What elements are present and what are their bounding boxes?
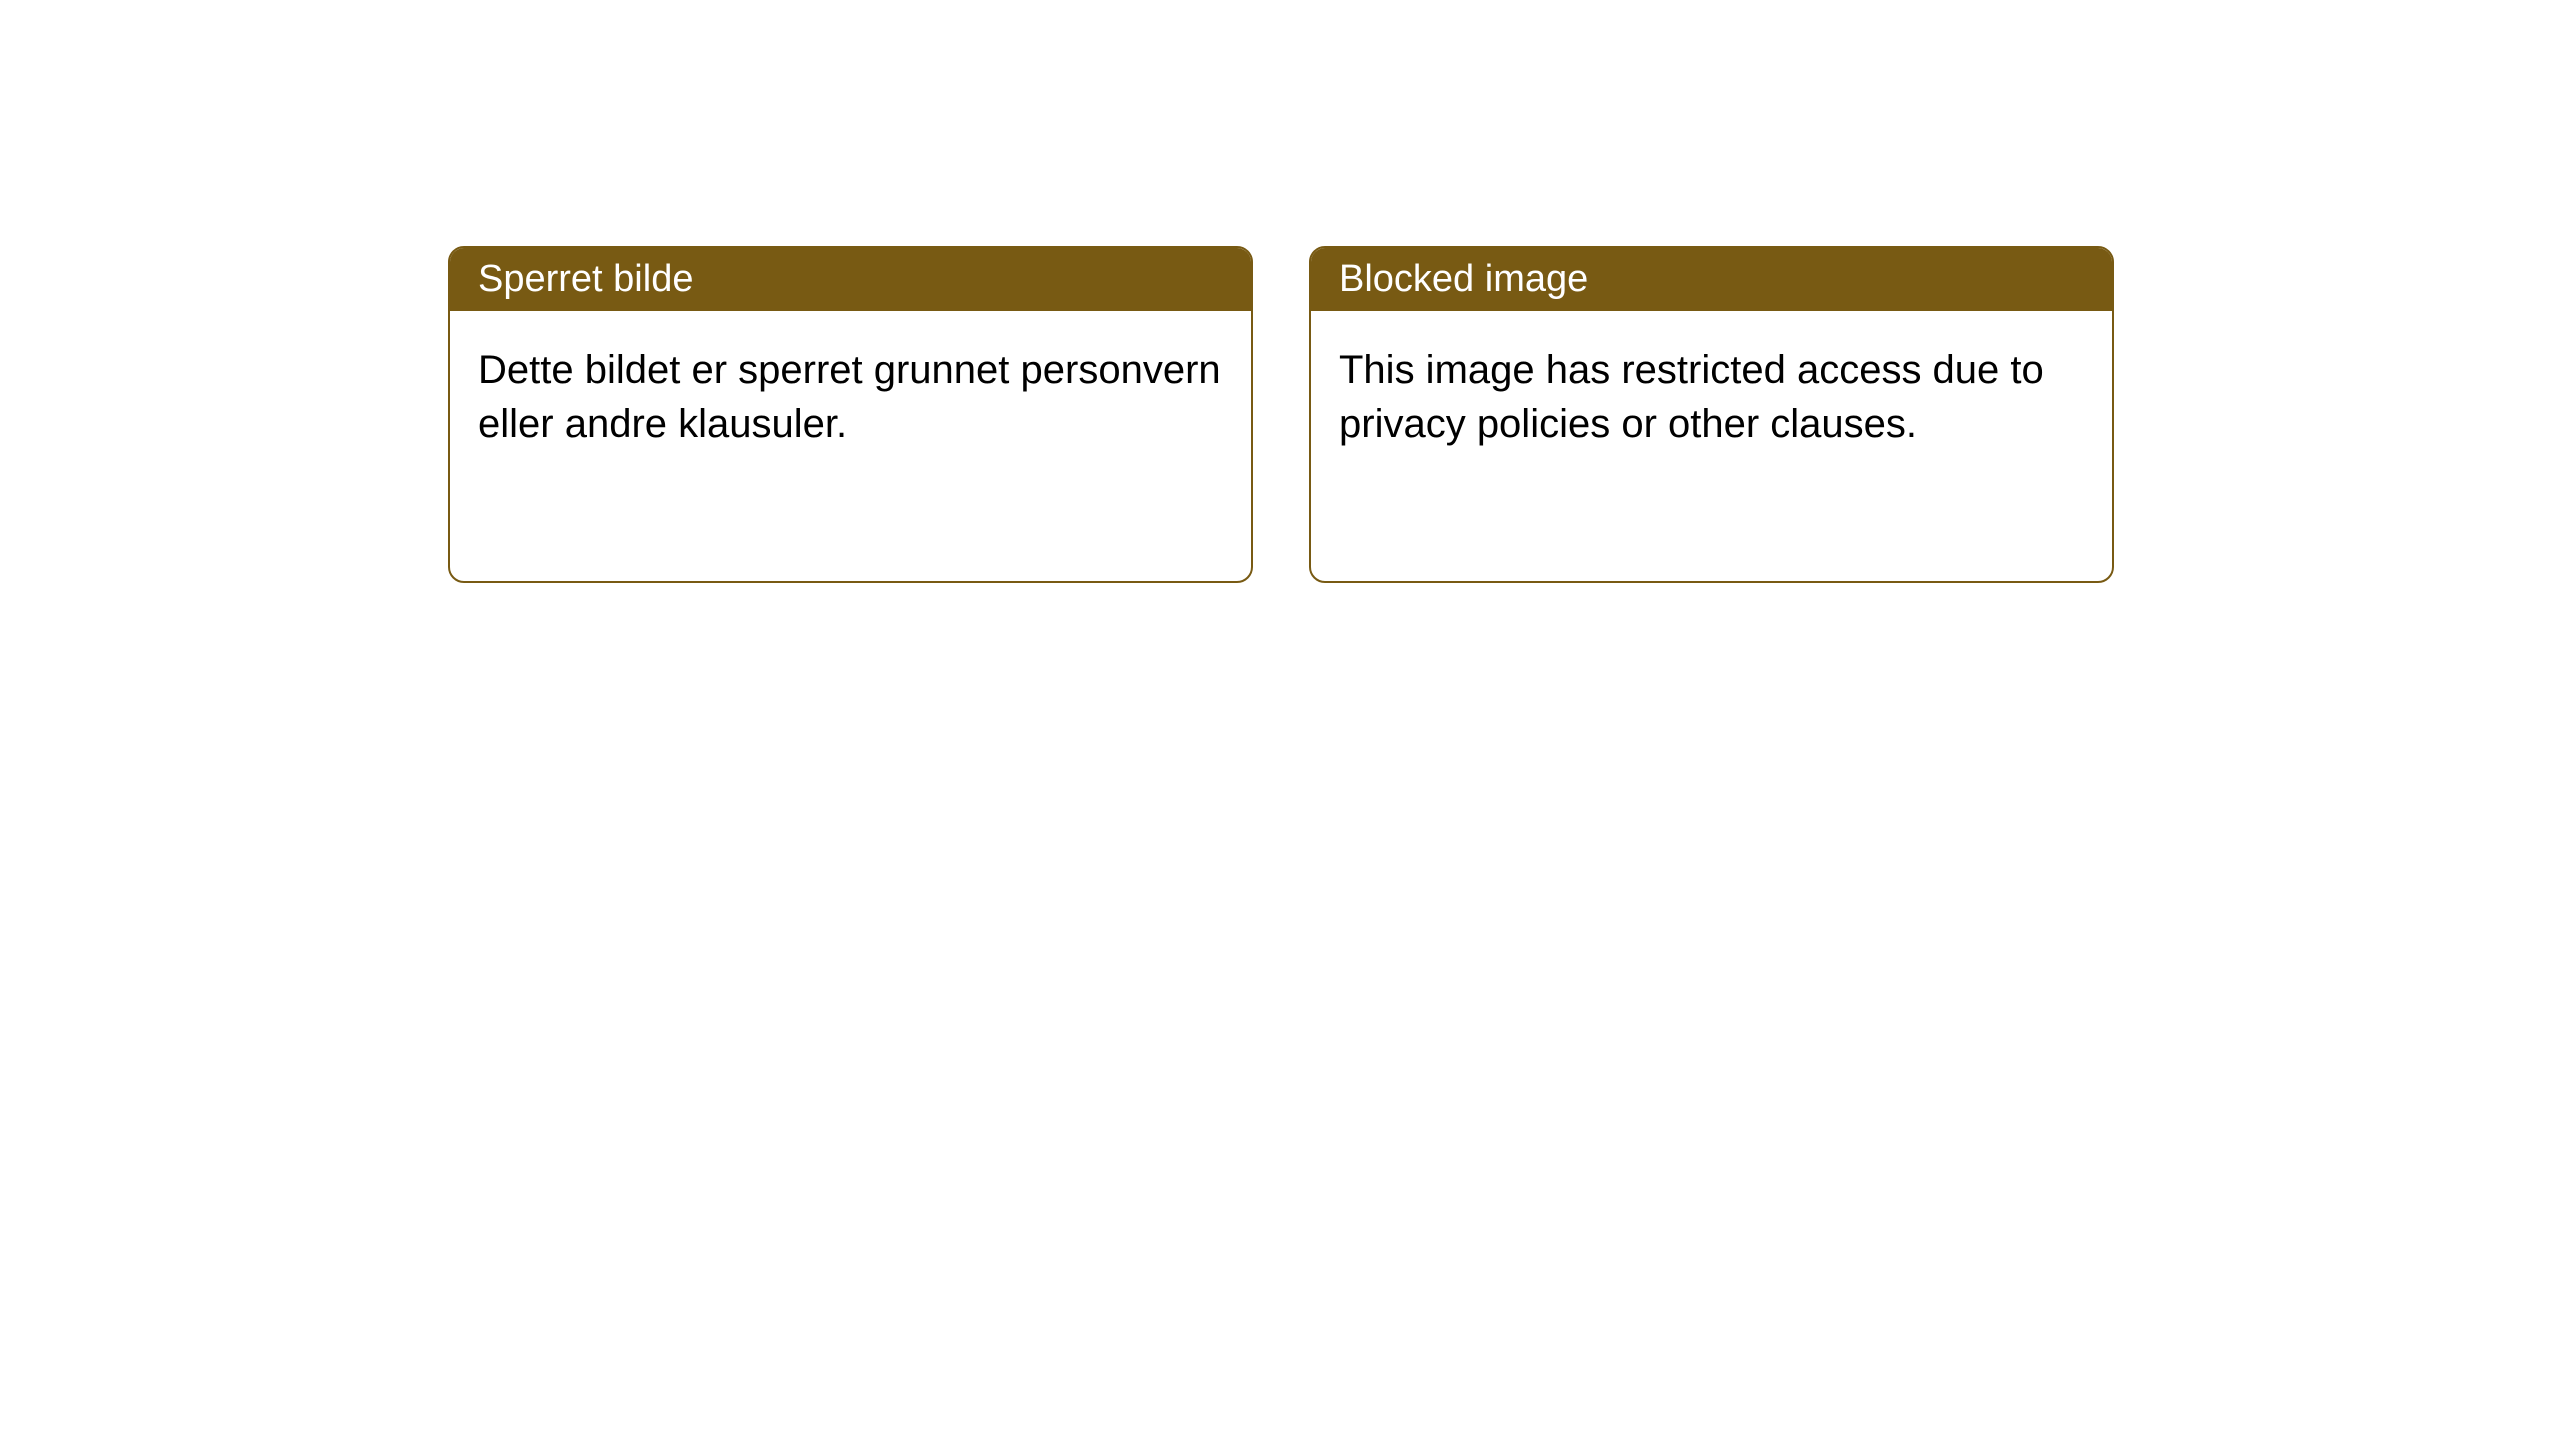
notice-card-message: This image has restricted access due to … <box>1339 348 2044 446</box>
notice-card-norwegian: Sperret bilde Dette bildet er sperret gr… <box>448 246 1253 583</box>
notice-card-header: Sperret bilde <box>450 248 1251 311</box>
notice-cards-container: Sperret bilde Dette bildet er sperret gr… <box>448 246 2114 583</box>
notice-card-english: Blocked image This image has restricted … <box>1309 246 2114 583</box>
notice-card-header: Blocked image <box>1311 248 2112 311</box>
notice-card-title: Blocked image <box>1339 258 1588 300</box>
notice-card-body: Dette bildet er sperret grunnet personve… <box>450 311 1251 483</box>
notice-card-body: This image has restricted access due to … <box>1311 311 2112 483</box>
notice-card-message: Dette bildet er sperret grunnet personve… <box>478 348 1221 446</box>
notice-card-title: Sperret bilde <box>478 258 693 300</box>
